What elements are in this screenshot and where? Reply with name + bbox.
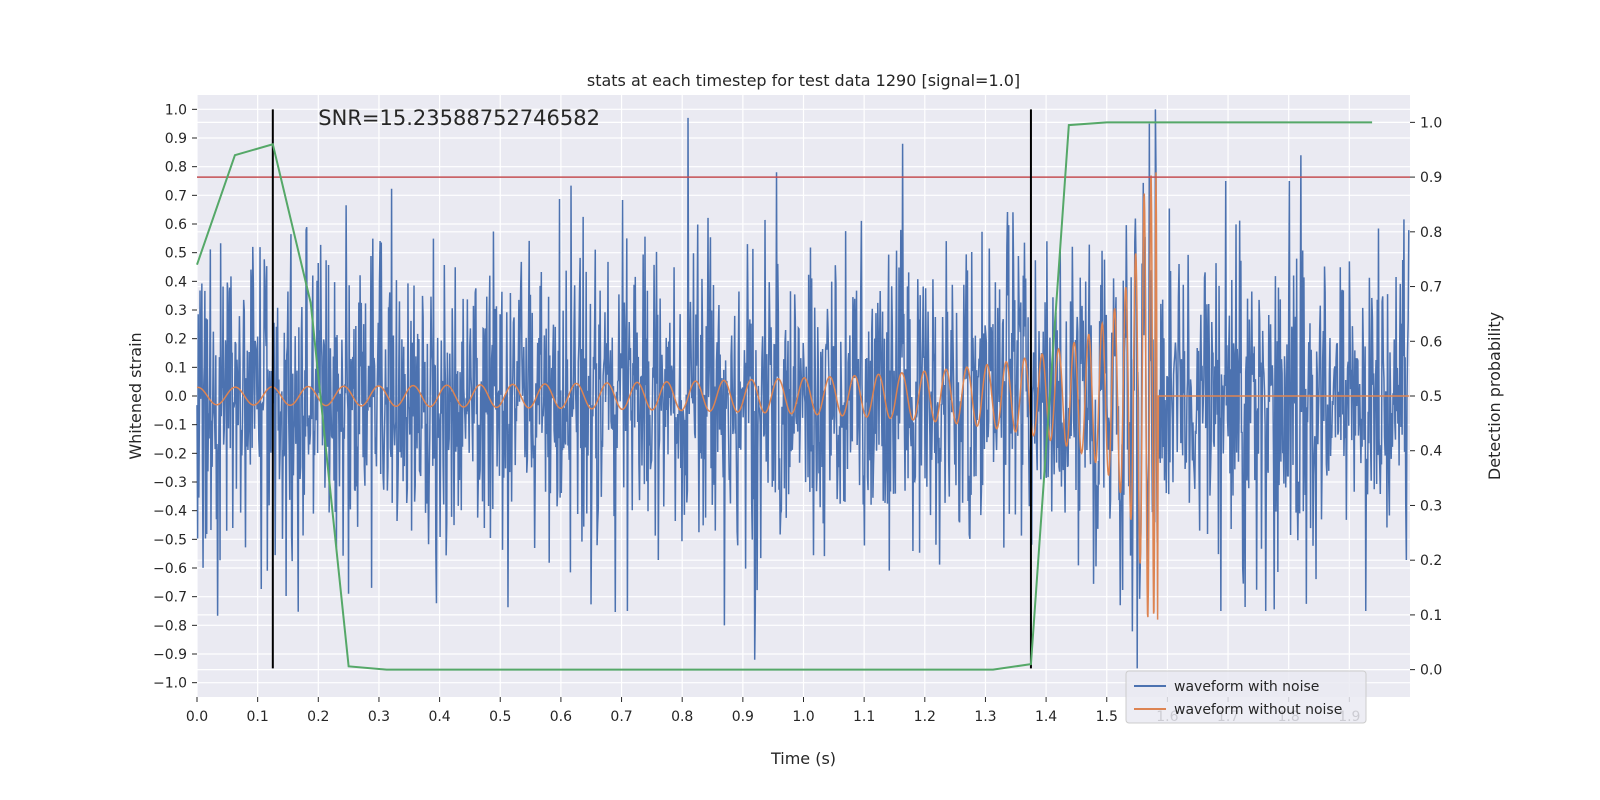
y-tick-label: 0.2	[165, 332, 187, 348]
x-tick-label: 0.3	[368, 709, 390, 725]
series-waveform-without-noise	[196, 172, 1410, 620]
legend-entry-waveform-with-noise: waveform with noise	[1174, 679, 1319, 695]
y-tick-label: 0.1	[165, 360, 187, 376]
y2-tick-label: 0.3	[1420, 498, 1442, 514]
x-tick-label: 1.4	[1035, 709, 1057, 725]
y-tick-label: −0.7	[153, 590, 187, 606]
x-tick-label: 1.0	[792, 709, 814, 725]
x-tick-label: 1.1	[853, 709, 875, 725]
y-tick-label: −0.6	[153, 561, 187, 577]
y-tick-label: 0.0	[165, 389, 187, 405]
legend: waveform with noise waveform without noi…	[1125, 670, 1367, 724]
y-tick-label: 0.5	[165, 246, 187, 262]
y2-tick-label: 1.0	[1420, 115, 1442, 131]
x-tick-label: 0.9	[732, 709, 754, 725]
legend-entry-waveform-without-noise: waveform without noise	[1174, 702, 1342, 718]
waveform-without-noise-line	[196, 172, 1410, 620]
y2-tick-label: 0.5	[1420, 389, 1442, 405]
x-tick-label: 0.7	[610, 709, 632, 725]
snr-annotation: SNR=15.23588752746582	[318, 106, 600, 130]
y-axis-label: Whitened strain	[126, 332, 145, 459]
y-tick-label: −0.9	[153, 647, 187, 663]
x-axis-label: Time (s)	[770, 749, 836, 768]
y2-tick-label: 0.9	[1420, 170, 1442, 186]
y-tick-label: −0.2	[153, 446, 187, 462]
y-tick-label: 0.4	[165, 274, 187, 290]
y-tick-label: −0.5	[153, 532, 187, 548]
x-tick-label: 1.2	[914, 709, 936, 725]
y2-tick-label: 0.4	[1420, 444, 1442, 460]
y-tick-label: −1.0	[153, 676, 187, 692]
series-detection-probability	[196, 121, 1373, 671]
y-tick-label: 0.8	[165, 160, 187, 176]
y2-tick-label: 0.8	[1420, 225, 1442, 241]
chart-title: stats at each timestep for test data 129…	[587, 71, 1020, 90]
y-tick-label: 0.6	[165, 217, 187, 233]
y2-tick-label: 0.2	[1420, 553, 1442, 569]
x-tick-label: 1.3	[974, 709, 996, 725]
x-tick-label: 0.0	[186, 709, 208, 725]
y-tick-label: 1.0	[165, 102, 187, 118]
x-tick-label: 0.4	[428, 709, 450, 725]
x-tick-label: 0.6	[550, 709, 572, 725]
x-tick-label: 0.8	[671, 709, 693, 725]
y2-tick-label: 0.1	[1420, 608, 1442, 624]
x-tick-label: 0.1	[247, 709, 269, 725]
y-tick-label: 0.7	[165, 188, 187, 204]
y2-axis-label: Detection probability	[1485, 312, 1504, 480]
y-tick-label: −0.8	[153, 618, 187, 634]
axes: 0.0 0.1 0.2 0.3 0.4 0.5 0.6 0.7 0.8 0.9 1.0 1.1 1.2 1…	[153, 102, 1442, 725]
x-tick-label: 1.5	[1096, 709, 1118, 725]
detection-probability-line	[196, 121, 1373, 671]
y-tick-label: −0.4	[153, 504, 187, 520]
y-tick-label: −0.1	[153, 418, 187, 434]
vertical-markers	[271, 109, 1032, 669]
y-tick-label: 0.3	[165, 303, 187, 319]
y2-tick-label: 0.0	[1420, 663, 1442, 679]
legend-box	[1125, 670, 1367, 724]
x-tick-label: 0.2	[307, 709, 329, 725]
y2-tick-label: 0.7	[1420, 280, 1442, 296]
y-tick-label: 0.9	[165, 131, 187, 147]
y-tick-label: −0.3	[153, 475, 187, 491]
x-tick-label: 0.5	[489, 709, 511, 725]
y2-tick-label: 0.6	[1420, 334, 1442, 350]
